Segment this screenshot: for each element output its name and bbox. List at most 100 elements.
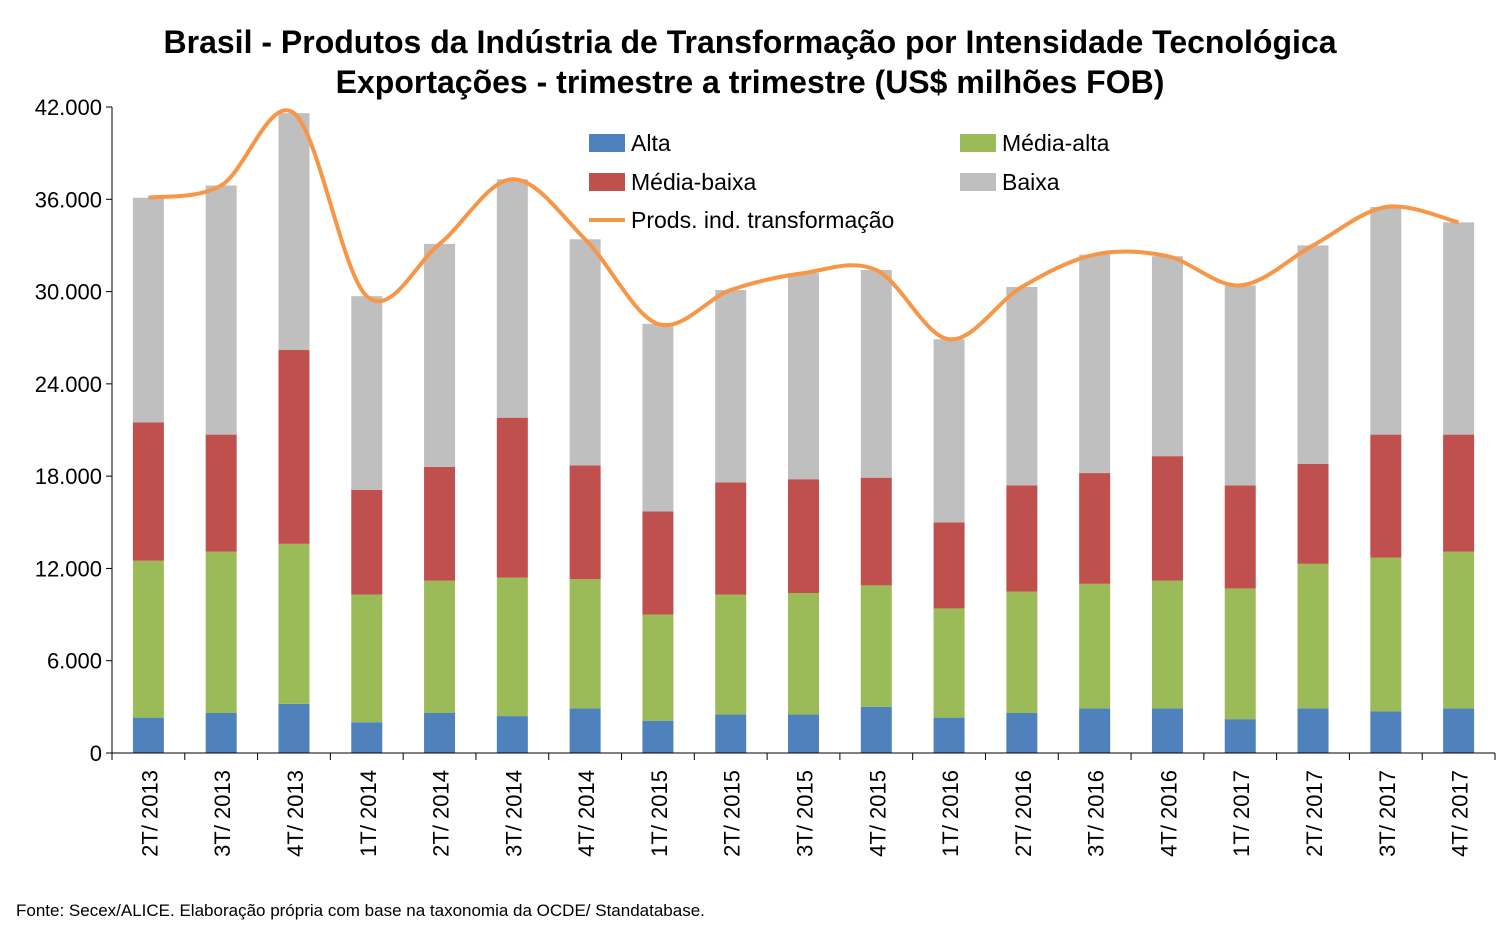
bar-segment-m-dia-alta bbox=[1079, 583, 1111, 709]
bar-segment-m-dia-baixa bbox=[1443, 434, 1475, 552]
bar-segment-alta bbox=[569, 708, 601, 753]
bar-segment-m-dia-baixa bbox=[205, 434, 237, 552]
x-tick-label: 4T/ 2016 bbox=[1156, 770, 1181, 857]
bar-segment-alta bbox=[1006, 713, 1038, 753]
bar-segment-m-dia-baixa bbox=[1151, 456, 1183, 581]
bar-segment-baixa bbox=[569, 239, 601, 466]
bar-segment-alta bbox=[933, 717, 965, 753]
bar-segment-alta bbox=[860, 706, 892, 753]
bar-segment-m-dia-alta bbox=[496, 577, 528, 717]
x-tick-label: 4T/ 2014 bbox=[574, 770, 599, 857]
x-tick-label: 3T/ 2013 bbox=[210, 770, 235, 857]
bar-segment-m-dia-alta bbox=[278, 543, 310, 704]
bar-segment-baixa bbox=[1370, 206, 1402, 435]
bar-segment-m-dia-alta bbox=[715, 594, 747, 715]
bar-segment-m-dia-baixa bbox=[278, 350, 310, 544]
bar-segment-m-dia-baixa bbox=[1079, 473, 1111, 584]
bar-segment-baixa bbox=[351, 296, 383, 490]
legend-label-m-dia-baixa: Média-baixa bbox=[631, 169, 756, 195]
y-tick-label: 24.000 bbox=[35, 372, 102, 397]
bar-segment-baixa bbox=[1006, 286, 1038, 486]
x-tick-label: 1T/ 2017 bbox=[1229, 770, 1254, 857]
y-tick-label: 36.000 bbox=[35, 187, 102, 212]
title-line-2: Exportações - trimestre a trimestre (US$… bbox=[335, 64, 1165, 100]
bar-segment-baixa bbox=[278, 113, 310, 351]
legend-swatch-baixa bbox=[960, 173, 996, 191]
bar-segment-baixa bbox=[642, 323, 674, 512]
bar-segment-m-dia-baixa bbox=[642, 511, 674, 615]
bar-segment-m-dia-alta bbox=[1443, 551, 1475, 709]
bar-segment-m-dia-alta bbox=[860, 585, 892, 707]
legend-label-alta: Alta bbox=[631, 130, 671, 156]
bars-group bbox=[132, 113, 1475, 753]
bar-segment-alta bbox=[1443, 708, 1475, 753]
bar-segment-m-dia-alta bbox=[1006, 591, 1038, 714]
bar-segment-m-dia-baixa bbox=[569, 465, 601, 580]
bar-segment-alta bbox=[424, 713, 456, 753]
x-tick-label: 3T/ 2015 bbox=[793, 770, 818, 857]
bar-segment-baixa bbox=[1079, 254, 1111, 474]
y-tick-label: 12.000 bbox=[35, 556, 102, 581]
bar-segment-alta bbox=[642, 720, 674, 753]
y-tick-label: 18.000 bbox=[35, 464, 102, 489]
bar-segment-m-dia-alta bbox=[1297, 563, 1329, 709]
bar-segment-m-dia-baixa bbox=[351, 489, 383, 595]
legend-label-prods-ind-transforma-o: Prods. ind. transformação bbox=[631, 207, 894, 233]
source-note: Fonte: Secex/ALICE. Elaboração própria c… bbox=[16, 901, 705, 920]
title-line-1: Brasil - Produtos da Indústria de Transf… bbox=[163, 24, 1337, 60]
bar-segment-alta bbox=[1224, 719, 1256, 753]
bar-segment-m-dia-alta bbox=[642, 614, 674, 721]
bar-segment-alta bbox=[278, 703, 310, 753]
bar-segment-m-dia-baixa bbox=[715, 482, 747, 595]
legend-swatch-m-dia-baixa bbox=[589, 173, 625, 191]
y-tick-label: 6.000 bbox=[47, 649, 102, 674]
bar-segment-baixa bbox=[788, 273, 819, 480]
bar-segment-m-dia-baixa bbox=[788, 479, 819, 594]
bar-segment-m-dia-baixa bbox=[1006, 485, 1038, 592]
bar-segment-baixa bbox=[933, 339, 965, 523]
chart-title: Brasil - Produtos da Indústria de Transf… bbox=[0, 22, 1500, 102]
x-tick-label: 4T/ 2013 bbox=[283, 770, 308, 857]
legend: Alta Média-alta Média-baixa Baixa Prods. ind… bbox=[589, 130, 1110, 233]
x-tick-label: 3T/ 2017 bbox=[1375, 770, 1400, 857]
x-tick-label: 2T/ 2014 bbox=[429, 770, 454, 857]
bar-segment-m-dia-alta bbox=[933, 608, 965, 718]
bar-segment-m-dia-baixa bbox=[860, 477, 892, 586]
bar-segment-m-dia-alta bbox=[351, 594, 383, 723]
bar-segment-baixa bbox=[860, 270, 892, 478]
bar-segment-m-dia-baixa bbox=[1370, 434, 1402, 558]
x-tick-label: 2T/ 2013 bbox=[137, 770, 162, 857]
x-tick-label: 3T/ 2014 bbox=[501, 770, 526, 857]
bar-segment-alta bbox=[496, 716, 528, 753]
bar-segment-m-dia-alta bbox=[569, 579, 601, 709]
y-tick-label: 0 bbox=[90, 741, 102, 766]
x-tick-label: 1T/ 2014 bbox=[356, 770, 381, 857]
x-tick-label: 1T/ 2016 bbox=[938, 770, 963, 857]
series-line-prods-ind-transformacao bbox=[148, 108, 1460, 342]
bar-segment-baixa bbox=[1443, 222, 1475, 435]
bar-segment-m-dia-alta bbox=[205, 551, 237, 714]
legend-swatch-m-dia-alta bbox=[960, 134, 996, 152]
bar-segment-m-dia-baixa bbox=[496, 417, 528, 578]
x-tick-label: 2T/ 2016 bbox=[1011, 770, 1036, 857]
x-tick-label: 2T/ 2015 bbox=[720, 770, 745, 857]
x-tick-label: 3T/ 2016 bbox=[1084, 770, 1109, 857]
bar-segment-baixa bbox=[424, 243, 456, 467]
bar-segment-alta bbox=[1079, 708, 1111, 753]
bar-segment-m-dia-alta bbox=[788, 593, 819, 715]
bar-segment-alta bbox=[715, 714, 747, 753]
bar-segment-baixa bbox=[1297, 245, 1329, 464]
bar-segment-m-dia-alta bbox=[1370, 557, 1402, 712]
bar-segment-m-dia-baixa bbox=[1297, 463, 1329, 564]
bar-segment-baixa bbox=[205, 185, 237, 435]
x-tick-label: 4T/ 2017 bbox=[1448, 770, 1473, 857]
x-axis: 2T/ 2013 3T/ 2013 4T/ 2013 1T/ 2014 2T/ 2014… bbox=[111, 752, 1496, 857]
bar-segment-m-dia-baixa bbox=[424, 466, 456, 581]
bar-segment-baixa bbox=[496, 179, 528, 418]
bar-segment-baixa bbox=[132, 197, 164, 423]
bar-segment-alta bbox=[1370, 711, 1402, 753]
bar-segment-alta bbox=[205, 713, 237, 753]
bar-segment-m-dia-baixa bbox=[132, 422, 164, 561]
x-tick-label: 1T/ 2015 bbox=[647, 770, 672, 857]
